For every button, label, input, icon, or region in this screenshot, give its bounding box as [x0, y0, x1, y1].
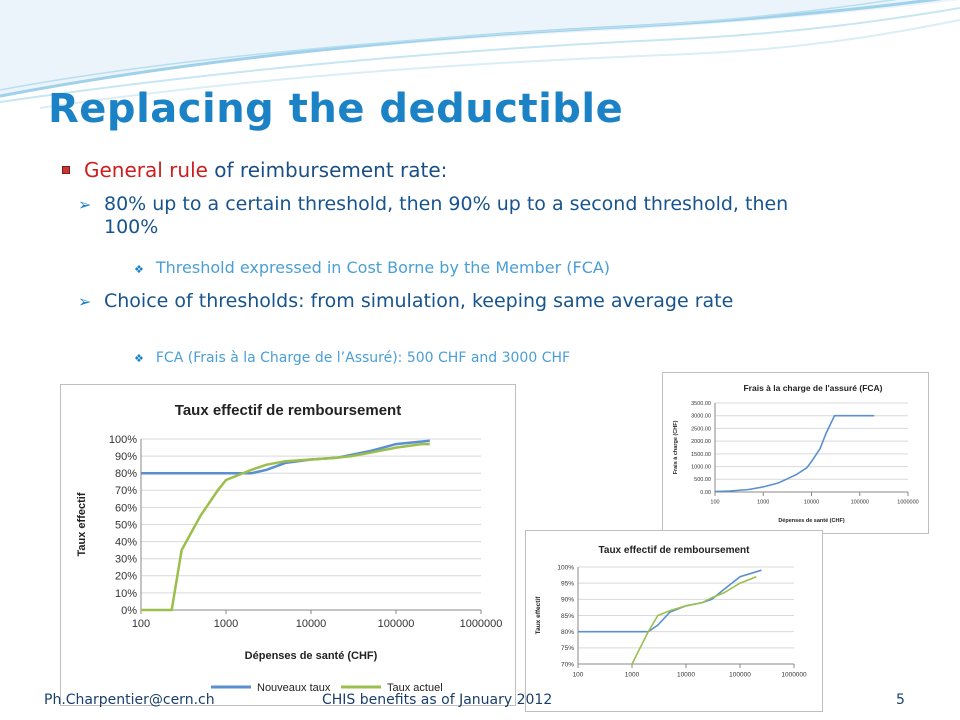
- chart2-ytick-label: 1000.00: [691, 464, 711, 470]
- chart2-xlabel: Dépenses de santé (CHF): [778, 518, 844, 524]
- chart-taux-effectif-small-svg: 70% 75% 80% 85% 90% 95% 100% 100 1000 10000 100000…: [535, 545, 807, 679]
- chart2-ytick-label: 2500.00: [691, 426, 711, 432]
- chart1-ytick-label: 0%: [121, 605, 137, 617]
- chart-frais-charge-svg: 0.00 500.00 1000.00 1500.00 2000.00 2500.00 30…: [673, 383, 919, 524]
- bullet-general-rule: General rule of reimbursement rate:: [62, 158, 447, 182]
- chart3-xtick-label: 100: [573, 672, 584, 679]
- bullet-point-2-sub: ❖ FCA (Frais à la Charge de l’Assuré): 50…: [134, 350, 570, 366]
- chart1-ytick-label: 40%: [115, 536, 137, 548]
- arrow-bullet-icon: ➢: [78, 292, 92, 311]
- chart-frais-charge: 0.00 500.00 1000.00 1500.00 2000.00 2500.00 30…: [662, 372, 929, 534]
- chart1-legend-label: Taux actuel: [387, 682, 443, 694]
- chart3-title: Taux effectif de remboursement: [599, 545, 751, 556]
- chart2-xtick-label: 1000: [757, 500, 769, 506]
- bullet-general-rule-highlight: General rule: [84, 158, 208, 182]
- chart1-title: Taux effectif de remboursement: [175, 402, 401, 419]
- chart1-ytick-label: 80%: [115, 468, 137, 480]
- chart3-ytick-label: 80%: [561, 629, 574, 636]
- chart1-xlabel: Dépenses de santé (CHF): [245, 650, 378, 662]
- chart2-ytick-label: 0.00: [700, 490, 711, 496]
- chart3-ytick-label: 95%: [561, 580, 574, 587]
- diamond-bullet-icon: ❖: [134, 352, 144, 365]
- chart2-xtick-label: 1000000: [897, 500, 918, 506]
- chart1-xtick-label: 1000: [214, 618, 238, 630]
- chart2-ytick-label: 3500.00: [691, 401, 711, 407]
- bullet-general-rule-text: of reimbursement rate:: [207, 158, 448, 182]
- chart-taux-effectif-large-svg: 0% 10% 20% 30% 40% 50% 60% 70% 80% 90% 100% 100 1000…: [76, 402, 503, 694]
- chart3-xtick-label: 100000: [729, 672, 751, 679]
- bullet-point-1-text: 80% up to a certain threshold, then 90% …: [104, 193, 789, 238]
- chart-taux-effectif-large: 0% 10% 20% 30% 40% 50% 60% 70% 80% 90% 100% 100 1000…: [60, 384, 516, 706]
- chart1-ytick-label: 30%: [115, 554, 137, 566]
- chart3-ytick-label: 100%: [557, 564, 574, 571]
- chart2-title: Frais à la charge de l'assuré (FCA): [743, 383, 882, 393]
- chart1-series-2-line: [141, 442, 430, 612]
- chart1-xtick-label: 10000: [296, 618, 327, 630]
- chart1-ytick-label: 100%: [109, 434, 137, 446]
- bullet-point-2-sub-text: FCA (Frais à la Charge de l’Assuré): 500…: [155, 350, 571, 366]
- chart2-xtick-label: 10000: [804, 500, 819, 506]
- slide-title: Replacing the deductible: [48, 86, 624, 132]
- footer-email: Ph.Charpentier@cern.ch: [44, 692, 215, 708]
- chart3-ytick-label: 75%: [561, 645, 574, 652]
- chart1-ytick-label: 20%: [115, 571, 137, 583]
- chart3-xtick-label: 1000: [625, 672, 640, 679]
- bullet-point-1-sub: ❖ Threshold expressed in Cost Borne by th…: [134, 258, 610, 277]
- chart1-ytick-label: 60%: [115, 502, 137, 514]
- chart1-ytick-label: 70%: [115, 485, 137, 497]
- chart1-legend-label: Nouveaux taux: [257, 682, 331, 694]
- chart2-series-1-line: [714, 414, 875, 493]
- chart3-ytick-label: 85%: [561, 613, 574, 620]
- chart1-xtick-label: 100000: [378, 618, 415, 630]
- chart2-ytick-label: 500.00: [694, 477, 711, 483]
- chart3-xtick-label: 1000000: [781, 672, 807, 679]
- chart1-xtick-label: 1000000: [460, 618, 503, 630]
- arrow-bullet-icon: ➢: [78, 195, 92, 214]
- chart3-series-2-line: [631, 575, 757, 665]
- footer-center: CHIS benefits as of January 2012: [322, 692, 553, 708]
- chart2-ytick-label: 3000.00: [691, 414, 711, 420]
- chart2-ylabel: Frais à charge (CHF): [673, 420, 679, 474]
- chart2-xtick-label: 100: [710, 500, 719, 506]
- diamond-bullet-icon: ❖: [134, 263, 144, 276]
- chart1-xtick-label: 100: [132, 618, 150, 630]
- chart1-ytick-label: 90%: [115, 451, 137, 463]
- chart2-xtick-label: 100000: [851, 500, 869, 506]
- chart3-ylabel: Taux effectif: [535, 596, 542, 635]
- bullet-point-2-text: Choice of thresholds: from simulation, k…: [104, 290, 734, 312]
- bullet-point-2: ➢ Choice of thresholds: from simulation,…: [78, 290, 844, 313]
- chart1-ylabel: Taux effectif: [76, 492, 88, 556]
- bullet-point-1: ➢ 80% up to a certain threshold, then 90…: [78, 193, 834, 239]
- chart3-xtick-label: 10000: [677, 672, 695, 679]
- chart3-ytick-label: 70%: [561, 661, 574, 668]
- chart2-ytick-label: 2000.00: [691, 439, 711, 445]
- square-bullet-icon: [62, 165, 70, 174]
- chart-taux-effectif-small: 70% 75% 80% 85% 90% 95% 100% 100 1000 10000 100000…: [525, 530, 823, 712]
- chart3-series-1-line: [578, 569, 762, 633]
- chart1-ytick-label: 10%: [115, 588, 137, 600]
- chart3-ytick-label: 90%: [561, 597, 574, 604]
- chart1-ytick-label: 50%: [115, 519, 137, 531]
- chart1-series-1-line: [141, 439, 430, 475]
- chart2-ytick-label: 1500.00: [691, 452, 711, 458]
- footer-page-number: 5: [896, 692, 905, 708]
- background-waves: [0, 0, 960, 109]
- bullet-point-1-sub-text: Threshold expressed in Cost Borne by the…: [155, 258, 611, 277]
